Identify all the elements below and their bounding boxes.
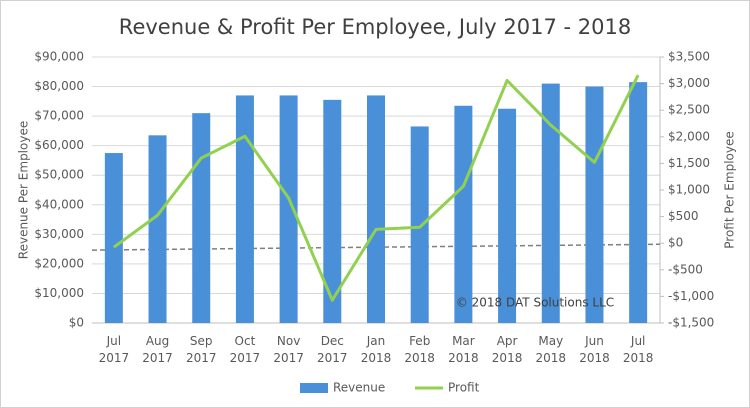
x-tick-label: May 2018	[535, 334, 566, 365]
x-tick-label-line: Apr	[497, 334, 518, 348]
bar	[279, 95, 298, 323]
x-tick-label: Apr 2018	[492, 334, 523, 365]
y2-tick-label: $3,500	[668, 50, 710, 64]
y2-axis-label: Profit Per Employee	[723, 131, 737, 249]
y2-tick-label: -$1,000	[668, 289, 714, 303]
bar	[367, 95, 385, 323]
y2-tick-label: $1,500	[668, 156, 710, 170]
bar	[104, 153, 123, 323]
y-tick-label: $40,000	[34, 197, 84, 211]
y2-tick-label: $2,500	[668, 103, 710, 117]
x-tick-label-line: 2017	[99, 351, 130, 365]
y-tick-label: $60,000	[34, 138, 84, 152]
y2-tick-label: $3,000	[668, 76, 710, 90]
x-tick-label-line: Oct	[235, 334, 256, 348]
bar	[629, 82, 648, 323]
x-tick-label-line: May	[538, 334, 563, 348]
x-tick-label-line: 2018	[535, 351, 566, 365]
y-tick-label: $70,000	[34, 109, 84, 123]
x-tick-label-line: 2017	[186, 351, 217, 365]
x-tick-label-line: 2018	[448, 351, 479, 365]
x-tick-label: Jul 2017	[99, 334, 130, 365]
x-tick-label: Sep 2017	[186, 334, 217, 365]
bar	[410, 126, 429, 323]
y-tick-label: $20,000	[34, 256, 84, 270]
y-tick-label: $10,000	[34, 286, 84, 300]
x-tick-label-line: 2018	[492, 351, 523, 365]
y2-tick-label: $500	[668, 209, 699, 223]
x-tick-label-line: Jul	[106, 334, 121, 348]
chart-title: Revenue & Profit Per Employee, July 2017…	[119, 15, 631, 39]
y2-tick-label: -$500	[668, 262, 703, 276]
bar	[148, 135, 167, 323]
x-tick-label-line: 2018	[361, 351, 392, 365]
x-tick-label-line: Dec	[321, 334, 344, 348]
legend-swatch	[300, 383, 328, 393]
y-tick-label: $80,000	[34, 79, 84, 93]
x-tick-label: Mar 2018	[448, 334, 479, 365]
x-tick-label: Jan 2018	[361, 334, 392, 365]
x-tick-label: Aug 2017	[142, 334, 173, 365]
bar	[498, 108, 517, 323]
y2-tick-label: $0	[668, 236, 683, 250]
bar	[192, 113, 211, 324]
y2-tick-label: $1,000	[668, 183, 710, 197]
y2-tick-label: -$1,500	[668, 316, 714, 330]
y-tick-label: $30,000	[34, 227, 84, 241]
x-tick-label-line: 2017	[317, 351, 348, 365]
x-tick-label: Jun 2018	[579, 334, 610, 365]
x-tick-label-line: 2017	[142, 351, 173, 365]
y-tick-label: $0	[69, 316, 84, 330]
x-tick-label-line: Jun	[584, 334, 604, 348]
bar	[541, 83, 560, 323]
y-axis-label: Revenue Per Employee	[17, 121, 31, 259]
x-tick-label-line: Sep	[190, 334, 213, 348]
x-tick-label-line: Feb	[409, 334, 430, 348]
x-tick-label: Oct 2017	[230, 334, 261, 365]
x-tick-label-line: Mar	[452, 334, 475, 348]
bar	[454, 105, 473, 324]
y2-tick-label: $2,000	[668, 129, 710, 143]
x-tick-label-line: Nov	[277, 334, 300, 348]
reference-line-end	[375, 243, 661, 248]
x-tick-label: Jul 2018	[623, 334, 654, 365]
x-tick-label-line: 2018	[623, 351, 654, 365]
line	[112, 74, 640, 302]
bar	[323, 99, 342, 323]
x-tick-label-line: 2018	[404, 351, 435, 365]
x-tick-label: Dec 2017	[317, 334, 348, 365]
x-tick-label-line: 2017	[230, 351, 261, 365]
bar	[235, 95, 254, 323]
x-tick-label-line: Jan	[366, 334, 386, 348]
annotation: © 2018 DAT Solutions LLC	[456, 296, 614, 310]
bar	[585, 86, 604, 323]
x-tick-label-line: Aug	[146, 334, 169, 348]
x-tick-label: Feb 2018	[404, 334, 435, 365]
legend-label: Profit	[448, 381, 480, 395]
x-tick-label: Nov 2017	[273, 334, 304, 365]
x-tick-label-line: Jul	[630, 334, 645, 348]
y-tick-label: $90,000	[34, 50, 84, 64]
x-tick-label-line: 2018	[579, 351, 610, 365]
legend-label: Revenue	[333, 381, 385, 395]
y-tick-label: $50,000	[34, 168, 84, 182]
x-tick-label-line: 2017	[273, 351, 304, 365]
